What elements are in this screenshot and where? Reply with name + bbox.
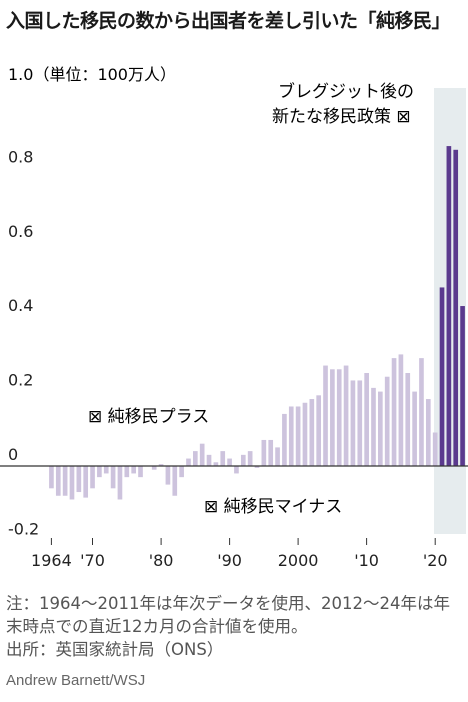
bar-2015 [398, 354, 404, 466]
bar-1996 [268, 439, 274, 466]
bar-1990 [227, 458, 232, 466]
bar-1965 [55, 466, 61, 496]
y-unit-label: 1.0（単位：100万人） [8, 65, 176, 84]
y-tick-label: 0.8 [8, 147, 33, 166]
bar-1997 [275, 447, 280, 466]
x-tick-label: '70 [80, 551, 105, 570]
bar-2001 [302, 402, 308, 466]
bar-1994 [254, 466, 260, 468]
post-brexit-annotation-line1: ブレグジット後の [278, 81, 414, 102]
footnote: 注：1964〜2011年は年次データを使用、2012〜24年は年末時点での直近1… [6, 592, 466, 661]
bar-2012 [378, 391, 383, 466]
y-tick-label: -0.2 [8, 519, 39, 538]
bar-1975 [124, 466, 130, 478]
bar-2002 [309, 399, 315, 466]
y-tick-label: 0.6 [8, 222, 33, 241]
bar-1984 [186, 458, 191, 466]
bar-2020 [432, 432, 438, 466]
bar-2018 [419, 358, 424, 466]
bar-1976 [131, 466, 136, 474]
bar-2023 [453, 149, 459, 467]
bar-2019 [425, 399, 431, 466]
bar-2011 [371, 387, 376, 466]
data-source: 出所：英国家統計局（ONS） [6, 640, 224, 659]
x-tick-label: 2000 [278, 551, 319, 570]
bar-1979 [151, 466, 157, 470]
x-tick-label: '80 [149, 551, 174, 570]
y-tick-label: 0.4 [8, 296, 33, 315]
data-note: 注：1964〜2011年は年次データを使用、2012〜24年は年末時点での直近1… [6, 594, 450, 636]
y-tick-label: 0.2 [8, 371, 33, 390]
bar-2016 [405, 373, 411, 466]
chart-title: 入国した移民の数から出国者を差し引いた「純移民」 [6, 10, 451, 32]
y-tick-label: 0 [8, 445, 18, 464]
net-migration-chart: 1.0（単位：100万人） 0.8 0.6 0.4 0.2 0 -0.2 1964 '70 '… [0, 65, 468, 570]
bar-1971 [97, 466, 102, 478]
bar-1980 [158, 464, 164, 466]
bar-2000 [295, 406, 301, 466]
bar-1970 [90, 466, 95, 489]
x-tick-label: '10 [354, 551, 379, 570]
bar-1972 [103, 466, 109, 474]
bar-1999 [288, 406, 294, 466]
bar-1964 [49, 466, 54, 489]
author-credit: Andrew Barnett/WSJ [6, 672, 146, 689]
bar-1989 [220, 451, 226, 466]
bar-1998 [282, 413, 287, 466]
bar-1968 [76, 466, 82, 493]
bar-2013 [384, 376, 390, 466]
bar-1988 [213, 462, 219, 466]
bar-1983 [179, 466, 184, 478]
bar-1986 [199, 443, 205, 466]
bar-2009 [357, 380, 363, 466]
bar-2004 [323, 365, 328, 466]
bar-2006 [336, 369, 342, 466]
bar-1987 [206, 454, 212, 466]
bar-1974 [117, 466, 123, 500]
bar-2022 [446, 146, 452, 466]
bar-2003 [316, 395, 321, 466]
x-tick-label: '90 [217, 551, 242, 570]
net-migration-minus-annotation: ⊠ 純移民マイナス [204, 497, 342, 517]
post-brexit-annotation-line2: 新たな移民政策 ⊠ [272, 107, 411, 127]
net-migration-plus-annotation: ⊠ 純移民プラス [88, 407, 209, 427]
bar-1977 [138, 466, 143, 478]
bar-1967 [69, 466, 75, 500]
bar-2021 [439, 287, 445, 466]
bar-2014 [391, 358, 397, 466]
bar-2007 [343, 365, 349, 466]
bar-1981 [165, 466, 171, 485]
bar-1995 [261, 439, 267, 466]
bar-1969 [83, 466, 89, 498]
bar-1982 [172, 466, 178, 496]
bar-2017 [412, 391, 417, 466]
bar-1991 [234, 466, 239, 474]
bar-1973 [110, 466, 116, 489]
bar-1992 [240, 454, 246, 466]
bar-1966 [62, 466, 68, 496]
bar-2008 [350, 380, 356, 466]
bar-1993 [247, 451, 253, 466]
bar-1985 [193, 451, 198, 466]
x-tick-label: '20 [423, 551, 448, 570]
x-tick-label: 1964 [31, 551, 72, 570]
bar-2005 [330, 369, 335, 466]
bar-2024 [460, 306, 465, 466]
bar-2010 [364, 373, 369, 466]
